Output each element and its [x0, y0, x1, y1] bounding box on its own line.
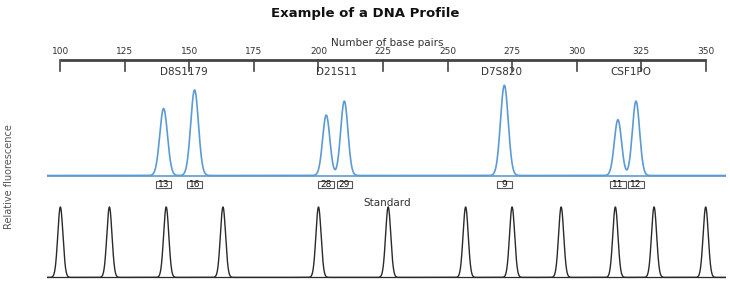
Text: 225: 225: [374, 47, 391, 56]
Text: 275: 275: [504, 47, 520, 56]
FancyBboxPatch shape: [610, 181, 626, 188]
Text: D21S11: D21S11: [316, 67, 357, 77]
Text: 11: 11: [612, 180, 623, 189]
Text: D8S1179: D8S1179: [161, 67, 208, 77]
Text: 325: 325: [633, 47, 650, 56]
Text: 9: 9: [502, 180, 507, 189]
Text: 350: 350: [697, 47, 715, 56]
Text: 16: 16: [189, 180, 200, 189]
Text: Relative fluorescence: Relative fluorescence: [4, 124, 14, 229]
Text: 125: 125: [116, 47, 134, 56]
Text: Standard: Standard: [363, 198, 411, 208]
Text: 250: 250: [439, 47, 456, 56]
Text: 300: 300: [568, 47, 585, 56]
FancyBboxPatch shape: [187, 181, 202, 188]
Text: D7S820: D7S820: [481, 67, 522, 77]
Text: 29: 29: [339, 180, 350, 189]
FancyBboxPatch shape: [318, 181, 334, 188]
Text: 28: 28: [320, 180, 332, 189]
FancyBboxPatch shape: [629, 181, 644, 188]
Text: 100: 100: [52, 47, 69, 56]
FancyBboxPatch shape: [337, 181, 352, 188]
Text: 150: 150: [181, 47, 198, 56]
Text: 12: 12: [630, 180, 642, 189]
Text: Number of base pairs: Number of base pairs: [331, 38, 443, 48]
Text: 175: 175: [245, 47, 263, 56]
Text: Example of a DNA Profile: Example of a DNA Profile: [271, 7, 459, 20]
FancyBboxPatch shape: [156, 181, 172, 188]
Text: 13: 13: [158, 180, 169, 189]
FancyBboxPatch shape: [496, 181, 512, 188]
Text: CSF1PO: CSF1PO: [610, 67, 651, 77]
Text: 200: 200: [310, 47, 327, 56]
